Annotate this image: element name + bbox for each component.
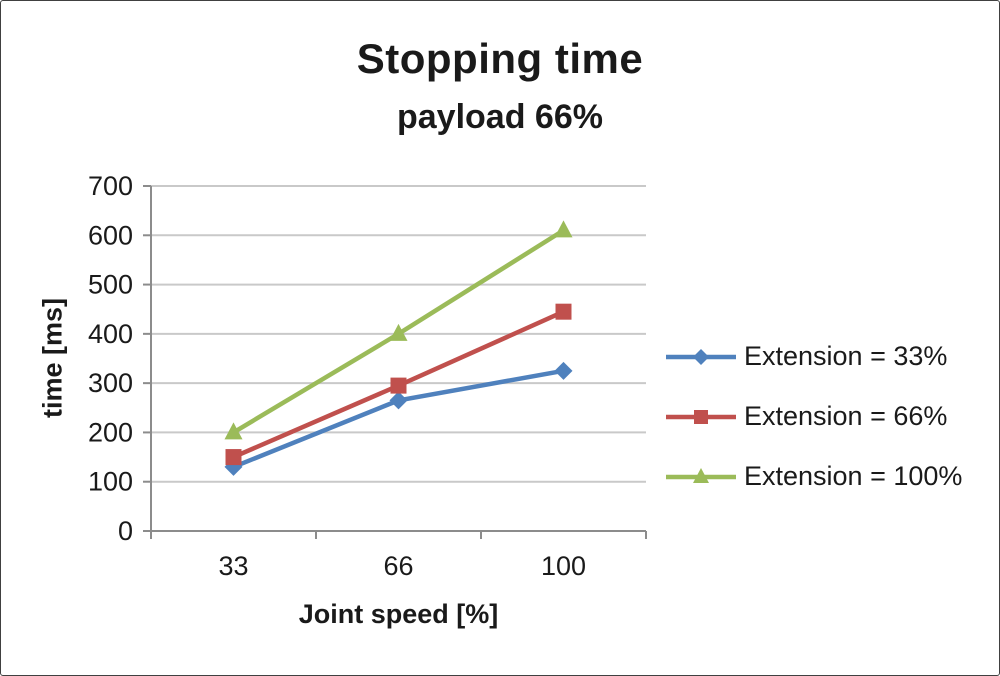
marker-diamond (693, 348, 709, 365)
y-tick-label: 500 (88, 270, 133, 300)
x-tick-label: 66 (383, 551, 413, 581)
y-tick-label: 300 (88, 368, 133, 398)
x-tick-label: 100 (541, 551, 586, 581)
marker-triangle (224, 422, 243, 440)
y-tick-label: 200 (88, 417, 133, 447)
x-axis-label: Joint speed [%] (298, 599, 499, 629)
marker-square (694, 409, 708, 424)
marker-square (555, 303, 572, 320)
y-tick-label: 400 (88, 319, 133, 349)
y-tick-label: 100 (88, 467, 133, 497)
legend-label: Extension = 33% (744, 341, 948, 371)
chart-title: Stopping time (356, 35, 644, 82)
marker-triangle (389, 323, 408, 341)
legend-item: Extension = 100% (666, 461, 962, 492)
y-axis-label: time [ms] (37, 297, 68, 419)
legend: Extension = 33% Extension = 66% Extensio… (666, 341, 962, 492)
legend-square-icon (666, 409, 736, 424)
legend-triangle-icon (666, 467, 736, 483)
y-tick-label: 600 (88, 220, 133, 250)
marker-diamond (389, 391, 408, 410)
marker-square (390, 377, 407, 394)
marker-triangle (554, 220, 573, 238)
legend-item: Extension = 33% (666, 341, 962, 372)
marker-triangle (693, 467, 709, 483)
legend-label: Extension = 66% (744, 401, 948, 431)
legend-item: Extension = 66% (666, 401, 962, 432)
y-tick-label: 700 (88, 171, 133, 201)
legend-diamond-icon (666, 348, 736, 365)
legend-label: Extension = 100% (744, 461, 963, 491)
marker-diamond (554, 361, 573, 380)
x-tick-label: 33 (218, 551, 248, 581)
y-tick-label: 0 (118, 516, 133, 546)
marker-square (225, 449, 242, 466)
chart-subtitle: payload 66% (397, 98, 603, 136)
